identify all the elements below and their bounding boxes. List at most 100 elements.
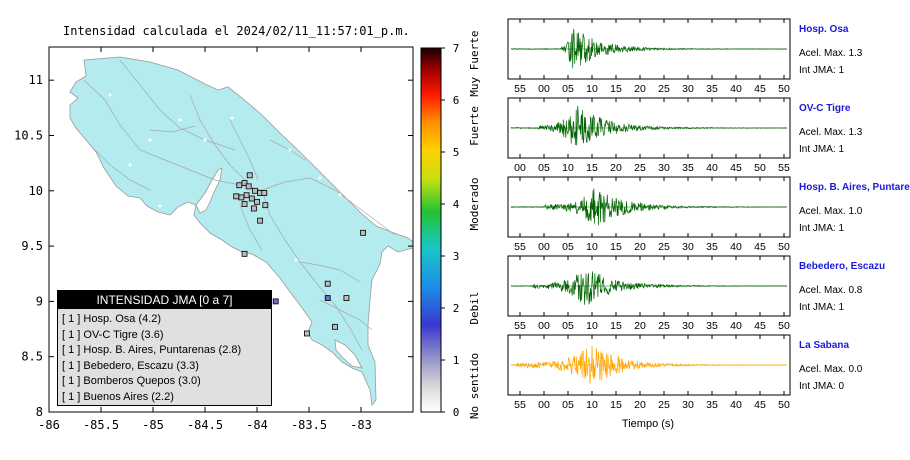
y-tick-label: 8.5 bbox=[21, 350, 43, 364]
y-tick-label: 10.5 bbox=[14, 128, 43, 142]
station-name: Hosp. B. Aires, Puntare bbox=[799, 182, 910, 193]
time-tick-label: 10 bbox=[586, 320, 598, 332]
y-tick-label: 8 bbox=[36, 405, 43, 419]
station-marker bbox=[324, 295, 331, 301]
waveform-panel: 55 00 05 10 15 20 25 30 35 40 45 50 bbox=[507, 255, 791, 332]
station-marker bbox=[243, 192, 250, 199]
jma-intensity: Int JMA: 1 bbox=[799, 223, 845, 234]
time-tick-label: 50 bbox=[778, 241, 790, 253]
time-tick-label: 25 bbox=[658, 320, 670, 332]
time-tick-label: 55 bbox=[778, 162, 790, 174]
x-tick-label: -83 bbox=[350, 418, 372, 432]
station-markers bbox=[233, 172, 366, 337]
map-x-axis: -86 -85.5 -85 -84.5 -84 -83.5 -83 bbox=[38, 47, 372, 432]
time-tick-label: 35 bbox=[706, 320, 718, 332]
time-tick-label: 45 bbox=[754, 241, 766, 253]
time-tick-label: 15 bbox=[610, 83, 622, 95]
time-tick-label: 45 bbox=[754, 83, 766, 95]
time-tick-label: 40 bbox=[730, 241, 742, 253]
colorbar-tick-label: 4 bbox=[453, 198, 460, 211]
time-tick-label: 15 bbox=[610, 320, 622, 332]
x-tick-label: -85.5 bbox=[83, 418, 119, 432]
time-tick-label: 20 bbox=[634, 241, 646, 253]
colorbar-tick-label: 6 bbox=[453, 94, 460, 107]
waveform-trace bbox=[510, 188, 788, 226]
peak-acceleration: Acel. Max. 1.0 bbox=[799, 206, 863, 217]
time-tick-label: 05 bbox=[538, 162, 550, 174]
colorbar-tick-label: 2 bbox=[453, 302, 460, 315]
station-marker bbox=[236, 182, 243, 189]
station-marker bbox=[254, 198, 260, 205]
time-tick-label: 50 bbox=[778, 83, 790, 95]
station-marker bbox=[257, 217, 264, 224]
time-tick-label: 15 bbox=[586, 162, 598, 174]
jma-intensity: Int JMA: 1 bbox=[799, 144, 845, 155]
station-marker bbox=[262, 202, 269, 209]
station-marker bbox=[261, 190, 268, 196]
time-tick-label: 20 bbox=[634, 83, 646, 95]
peak-acceleration: Acel. Max. 0.0 bbox=[799, 364, 863, 375]
time-tick-label: 30 bbox=[682, 83, 694, 95]
waveform-trace bbox=[510, 28, 787, 69]
legend-item: [ 1 ] Bebedero, Escazu (3.3) bbox=[62, 359, 199, 372]
x-tick-label: -84 bbox=[246, 418, 268, 432]
time-tick-label: 40 bbox=[706, 162, 718, 174]
time-tick-label: 50 bbox=[754, 162, 766, 174]
colorbar-ramp bbox=[420, 47, 442, 413]
time-tick-label: 10 bbox=[586, 83, 598, 95]
time-tick-label: 35 bbox=[706, 83, 718, 95]
station-marker bbox=[332, 323, 338, 330]
station-marker bbox=[360, 229, 366, 236]
waveform-panel: 55 00 05 10 15 20 25 30 35 40 45 50 bbox=[507, 18, 791, 95]
time-tick-label: 20 bbox=[610, 162, 622, 174]
station-name: Hosp. Osa bbox=[799, 24, 849, 35]
station-marker bbox=[241, 180, 248, 186]
y-tick-label: 10 bbox=[29, 184, 43, 198]
colorbar-category-label: Fuerte bbox=[468, 106, 481, 146]
time-tick-label: 40 bbox=[730, 83, 742, 95]
time-tick-label: 00 bbox=[538, 399, 550, 411]
time-tick-label: 00 bbox=[538, 83, 550, 95]
waveform-panel: 55 00 05 10 15 20 25 30 35 40 45 50 bbox=[507, 334, 791, 411]
jma-intensity: Int JMA: 0 bbox=[799, 381, 845, 392]
peak-acceleration: Acel. Max. 0.8 bbox=[799, 285, 863, 296]
time-tick-label: 15 bbox=[610, 241, 622, 253]
time-tick-label: 35 bbox=[682, 162, 694, 174]
jma-intensity: Int JMA: 1 bbox=[799, 65, 845, 76]
peak-acceleration: Acel. Max. 1.3 bbox=[799, 48, 863, 59]
time-tick-label: 45 bbox=[730, 162, 742, 174]
intensity-colorbar: 0 1 2 3 4 5 6 7 No sentido Debil Moderado Fuerte Mu… bbox=[420, 30, 481, 419]
time-tick-label: 10 bbox=[586, 399, 598, 411]
colorbar-category-label: Debil bbox=[468, 291, 481, 324]
time-axis-label: Tiempo (s) bbox=[622, 418, 674, 430]
colorbar-tick-label: 0 bbox=[453, 406, 460, 419]
time-tick-label: 50 bbox=[778, 399, 790, 411]
time-tick-label: 55 bbox=[514, 241, 526, 253]
time-tick-label: 05 bbox=[562, 320, 574, 332]
time-tick-label: 05 bbox=[562, 83, 574, 95]
time-tick-label: 45 bbox=[754, 399, 766, 411]
station-marker bbox=[272, 298, 279, 305]
map-y-axis: 8 8.5 9 9.5 10 10.5 11 bbox=[14, 73, 413, 419]
time-tick-label: 55 bbox=[514, 320, 526, 332]
station-marker bbox=[343, 295, 350, 301]
time-tick-label: 20 bbox=[634, 399, 646, 411]
time-tick-label: 10 bbox=[562, 162, 574, 174]
time-tick-label: 25 bbox=[658, 241, 670, 253]
y-tick-label: 11 bbox=[29, 73, 43, 87]
time-tick-label: 25 bbox=[658, 399, 670, 411]
colorbar-tick-label: 7 bbox=[453, 42, 460, 55]
colorbar-tick-label: 5 bbox=[453, 146, 460, 159]
time-tick-label: 35 bbox=[706, 241, 718, 253]
station-marker bbox=[238, 194, 245, 201]
peak-acceleration: Acel. Max. 1.3 bbox=[799, 127, 863, 138]
time-tick-label: 35 bbox=[706, 399, 718, 411]
station-marker bbox=[241, 201, 248, 207]
time-tick-label: 45 bbox=[754, 320, 766, 332]
map-title: Intensidad calculada el 2024/02/11_11:57… bbox=[63, 24, 410, 38]
station-marker bbox=[248, 195, 255, 202]
waveform-panel: 00 05 10 15 20 25 30 35 40 45 50 55 bbox=[507, 97, 791, 174]
time-tick-label: 30 bbox=[682, 320, 694, 332]
waveform-trace bbox=[510, 271, 788, 305]
